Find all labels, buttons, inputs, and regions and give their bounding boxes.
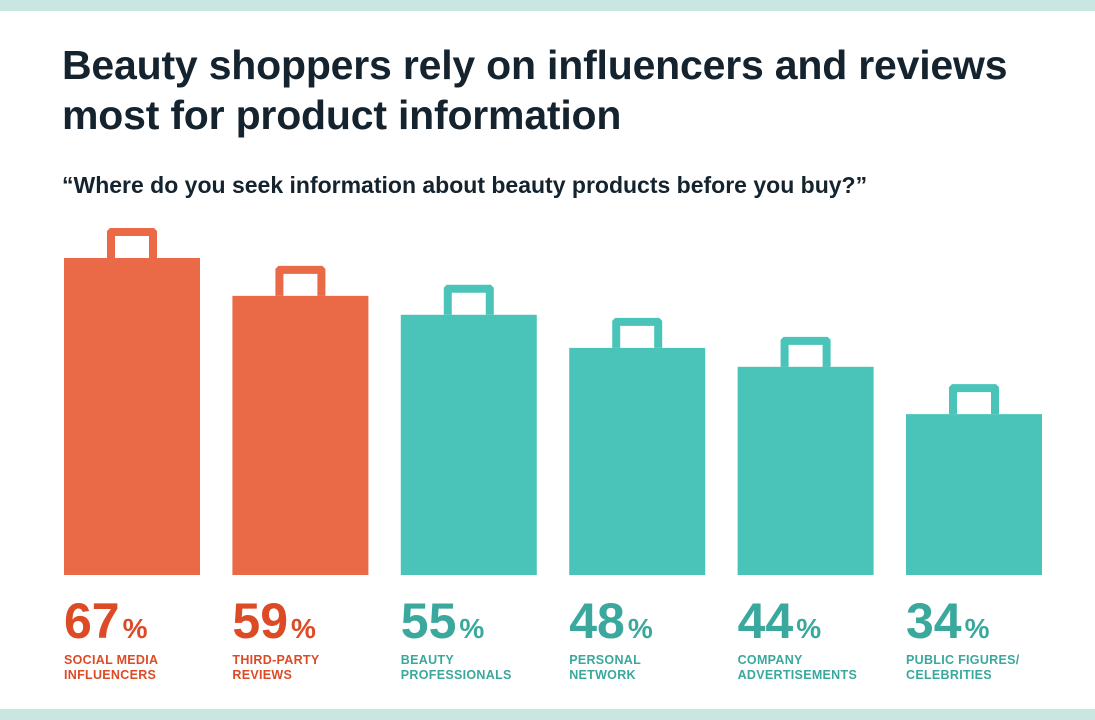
- value-number-3: 48: [569, 593, 625, 649]
- bar-0: [64, 258, 200, 575]
- bar-1: [232, 295, 369, 575]
- category-label-2-line-1: PROFESSIONALS: [401, 668, 512, 682]
- value-label-1: 59%: [232, 593, 316, 649]
- category-label-4-line-1: ADVERTISEMENTS: [738, 668, 858, 682]
- bar-2: [400, 314, 537, 575]
- bottom-band: [0, 709, 1095, 720]
- bar-handle-0: [107, 228, 157, 258]
- category-label-5-line-0: PUBLIC FIGURES/: [906, 653, 1020, 667]
- category-label-1-line-1: REVIEWS: [232, 668, 292, 682]
- bar-handle-5: [949, 384, 999, 415]
- chart-subtitle: “Where do you seek information about bea…: [62, 172, 868, 198]
- category-label-2-line-0: BEAUTY: [401, 653, 455, 667]
- value-label-2: 55%: [401, 593, 485, 649]
- bar-handle-2: [443, 284, 494, 315]
- value-unit-5: %: [965, 613, 990, 644]
- value-unit-4: %: [796, 613, 821, 644]
- value-number-1: 59: [232, 593, 288, 649]
- bar-3: [569, 347, 706, 575]
- bar-handle-1: [275, 265, 326, 296]
- category-label-0-line-1: INFLUENCERS: [64, 668, 156, 682]
- bar-4: [737, 366, 874, 575]
- value-label-3: 48%: [569, 593, 653, 649]
- category-label-3-line-0: PERSONAL: [569, 653, 641, 667]
- value-label-5: 34%: [906, 593, 990, 649]
- value-number-0: 67: [64, 593, 120, 649]
- category-label-1-line-0: THIRD-PARTY: [232, 653, 319, 667]
- category-label-0-line-0: SOCIAL MEDIA: [64, 653, 158, 667]
- value-unit-2: %: [459, 613, 484, 644]
- category-label-5-line-1: CELEBRITIES: [906, 668, 992, 682]
- value-label-0: 67%: [64, 593, 148, 649]
- value-label-4: 44%: [738, 593, 822, 649]
- category-label-4-line-0: COMPANY: [738, 653, 803, 667]
- top-band: [0, 0, 1095, 11]
- chart-title: Beauty shoppers rely on influencers and …: [62, 42, 1008, 138]
- bar-handle-4: [780, 336, 831, 367]
- value-unit-3: %: [628, 613, 653, 644]
- bar-5: [906, 414, 1042, 575]
- value-number-5: 34: [906, 593, 962, 649]
- bar-handle-3: [612, 317, 663, 348]
- value-number-2: 55: [401, 593, 457, 649]
- category-label-3-line-1: NETWORK: [569, 668, 636, 682]
- value-number-4: 44: [738, 593, 794, 649]
- value-unit-1: %: [291, 613, 316, 644]
- value-unit-0: %: [123, 613, 148, 644]
